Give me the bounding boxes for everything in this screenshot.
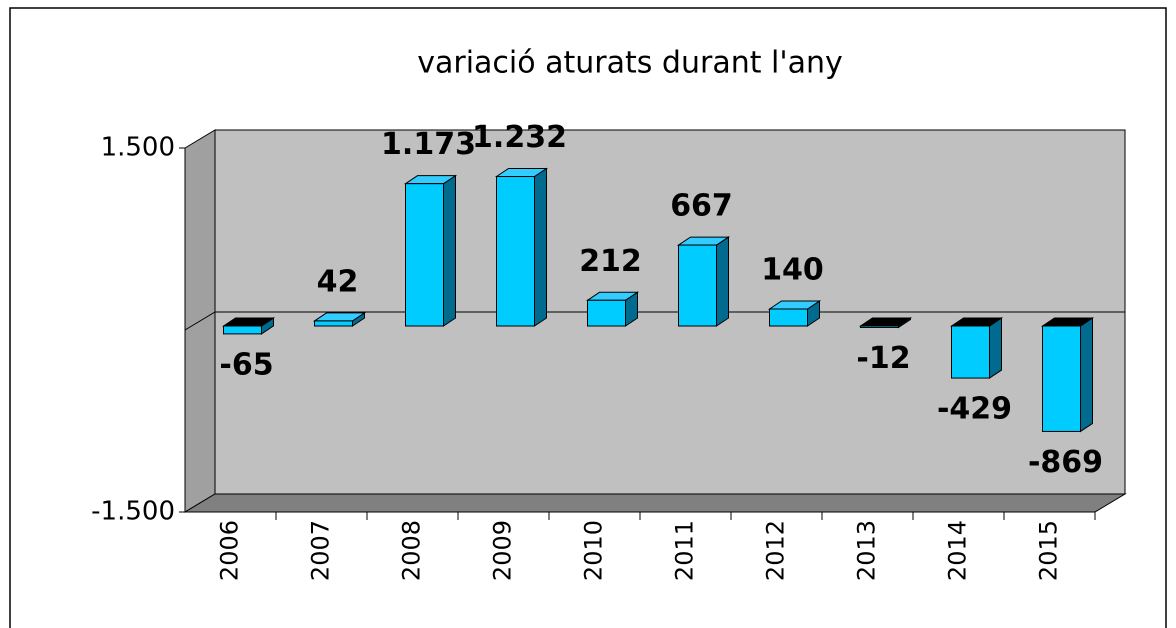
bar-side xyxy=(989,317,1002,379)
x-tick-label: 2007 xyxy=(307,520,335,581)
value-label: -65 xyxy=(219,347,273,382)
bar xyxy=(314,320,353,327)
value-label: -429 xyxy=(937,392,1012,427)
value-label: 140 xyxy=(761,253,824,288)
bar-side xyxy=(443,174,456,327)
value-label: 212 xyxy=(579,244,642,279)
x-tick-label: 2010 xyxy=(580,520,608,581)
x-tick-label: 2014 xyxy=(944,520,972,581)
bar xyxy=(1042,325,1081,432)
y-tick-label: 1.500 xyxy=(101,133,175,163)
x-tick-label: 2015 xyxy=(1035,520,1063,581)
value-label: 667 xyxy=(670,189,733,224)
bar-side xyxy=(716,236,729,327)
bar-side xyxy=(534,167,547,327)
chart-title: variació aturats durant l'any xyxy=(417,46,843,81)
zero-line xyxy=(184,311,1125,331)
floor xyxy=(183,493,1127,513)
x-tick-label: 2013 xyxy=(853,520,881,581)
bar xyxy=(587,299,626,327)
bar xyxy=(860,325,899,328)
bar xyxy=(496,176,535,327)
x-tick-label: 2012 xyxy=(762,520,790,581)
bar xyxy=(769,308,808,327)
value-label: -869 xyxy=(1028,445,1103,480)
x-tick-label: 2009 xyxy=(489,520,517,581)
value-label: -12 xyxy=(856,341,910,376)
bar xyxy=(405,183,444,327)
value-label: 1.173 xyxy=(381,127,476,162)
bar-side xyxy=(1080,317,1093,433)
y-tick-label: -1.500 xyxy=(91,497,175,527)
x-tick-label: 2006 xyxy=(216,520,244,581)
bar xyxy=(678,244,717,327)
value-label: 42 xyxy=(317,264,359,299)
x-tick-label: 2011 xyxy=(671,520,699,581)
value-label: 1.232 xyxy=(472,120,567,155)
bar xyxy=(223,325,262,335)
x-tick-label: 2008 xyxy=(398,520,426,581)
bar xyxy=(951,325,990,379)
